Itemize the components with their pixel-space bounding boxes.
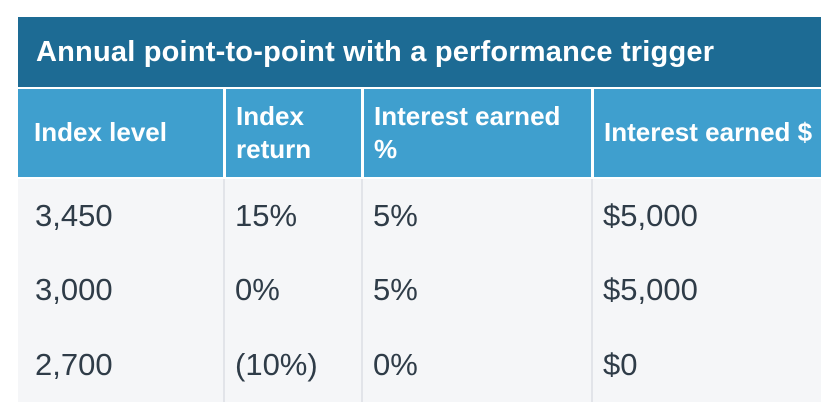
- table-cell: 0%: [361, 327, 591, 402]
- header-label: Interest earned %: [374, 100, 561, 164]
- table-cell: $5,000: [591, 253, 821, 328]
- table-cell: 5%: [361, 179, 591, 254]
- table-cell: 5%: [361, 253, 591, 328]
- table-cell: 15%: [223, 179, 361, 254]
- table-cell: 2,700: [35, 346, 113, 382]
- performance-trigger-table: Annual point-to-point with a performance…: [18, 17, 821, 402]
- table-header-row: Index level Index return Interest earned…: [18, 89, 821, 177]
- table-body: 3,450 15% 5% $5,000 3,000 0% 5% $5,000 2…: [18, 179, 821, 402]
- table-title-bar: Annual point-to-point with a performance…: [18, 17, 821, 87]
- header-label: Interest earned $: [604, 117, 813, 148]
- header-label: Index return: [236, 100, 312, 164]
- header-label: Index level: [34, 117, 167, 148]
- table-cell: $0: [591, 327, 821, 402]
- table-cell: 3,000: [35, 272, 113, 308]
- header-cell-index-level: Index level: [18, 89, 223, 177]
- header-cell-index-return: Index return: [223, 89, 361, 177]
- header-cell-interest-earned-pct: Interest earned %: [361, 89, 591, 177]
- header-cell-interest-earned-dollar: Interest earned $: [591, 89, 821, 177]
- table-cell: (10%): [223, 327, 361, 402]
- table-cell: 0%: [223, 253, 361, 328]
- table-cell: $5,000: [591, 179, 821, 254]
- table-title: Annual point-to-point with a performance…: [36, 35, 715, 68]
- table-cell: 3,450: [35, 198, 113, 234]
